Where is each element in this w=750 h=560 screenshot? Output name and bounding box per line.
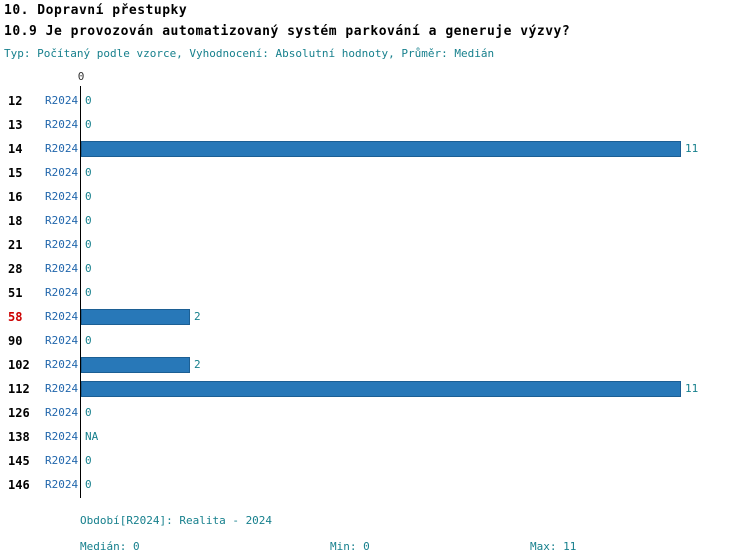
value-label: 0 — [85, 190, 92, 203]
category-label: 15 — [8, 166, 23, 180]
series-label: R2024 — [45, 382, 79, 395]
chart-row: 112 R2024 11 — [0, 377, 750, 401]
max-stat: Max: 11 — [530, 540, 577, 553]
min-stat: Min: 0 — [330, 540, 370, 553]
series-label: R2024 — [45, 286, 79, 299]
chart-row: 28 R2024 0 — [0, 257, 750, 281]
value-label: 0 — [85, 238, 92, 251]
median-stat: Medián: 0 — [80, 540, 140, 553]
chart-row: 138 R2024 NA — [0, 425, 750, 449]
category-label: 21 — [8, 238, 23, 252]
category-label: 102 — [8, 358, 30, 372]
value-label: 0 — [85, 478, 92, 491]
category-label: 13 — [8, 118, 23, 132]
category-label: 145 — [8, 454, 30, 468]
series-label: R2024 — [45, 454, 79, 467]
category-label: 18 — [8, 214, 23, 228]
category-label: 146 — [8, 478, 30, 492]
bar — [81, 141, 681, 157]
chart-row: 51 R2024 0 — [0, 281, 750, 305]
bar — [81, 309, 190, 325]
value-label: 0 — [85, 118, 92, 131]
series-label: R2024 — [45, 166, 79, 179]
chart-row: 18 R2024 0 — [0, 209, 750, 233]
series-label: R2024 — [45, 94, 79, 107]
series-label: R2024 — [45, 478, 79, 491]
chart-row: 14 R2024 11 — [0, 137, 750, 161]
category-label: 90 — [8, 334, 23, 348]
value-label: 0 — [85, 334, 92, 347]
value-label: 0 — [85, 262, 92, 275]
value-label: 0 — [85, 286, 92, 299]
value-label: 2 — [194, 310, 201, 323]
chart-row: 16 R2024 0 — [0, 185, 750, 209]
bar — [81, 381, 681, 397]
x-axis-zero-label: 0 — [77, 70, 85, 83]
category-label: 16 — [8, 190, 23, 204]
bar — [81, 357, 190, 373]
value-label: 0 — [85, 94, 92, 107]
chart-row: 145 R2024 0 — [0, 449, 750, 473]
value-label: 11 — [685, 382, 699, 395]
value-label: 2 — [194, 358, 201, 371]
category-label: 112 — [8, 382, 30, 396]
value-label: 11 — [685, 142, 699, 155]
chart-row: 146 R2024 0 — [0, 473, 750, 497]
value-label: 0 — [85, 406, 92, 419]
category-label: 126 — [8, 406, 30, 420]
period-label: Období[R2024]: Realita - 2024 — [80, 514, 273, 527]
chart-row: 12 R2024 0 — [0, 89, 750, 113]
series-label: R2024 — [45, 262, 79, 275]
chart-row: 58 R2024 2 — [0, 305, 750, 329]
series-label: R2024 — [45, 310, 79, 323]
category-label: 12 — [8, 94, 23, 108]
category-label: 14 — [8, 142, 23, 156]
category-label: 138 — [8, 430, 30, 444]
chart-rows: 12 R2024 0 13 R2024 0 14 R2024 11 15 R2024 0 16 R2024… — [0, 89, 750, 497]
y-axis-line — [80, 86, 81, 498]
series-label: R2024 — [45, 214, 79, 227]
series-label: R2024 — [45, 190, 79, 203]
value-label: 0 — [85, 166, 92, 179]
chart-row: 102 R2024 2 — [0, 353, 750, 377]
series-label: R2024 — [45, 406, 79, 419]
series-label: R2024 — [45, 334, 79, 347]
chart-row: 13 R2024 0 — [0, 113, 750, 137]
series-label: R2024 — [45, 118, 79, 131]
chart-subtitle: 10.9 Je provozován automatizovaný systém… — [4, 24, 571, 39]
category-label: 58 — [8, 310, 23, 324]
series-label: R2024 — [45, 142, 79, 155]
category-label: 28 — [8, 262, 23, 276]
value-label: NA — [85, 430, 99, 443]
chart-row: 15 R2024 0 — [0, 161, 750, 185]
value-label: 0 — [85, 214, 92, 227]
chart-row: 90 R2024 0 — [0, 329, 750, 353]
series-label: R2024 — [45, 358, 79, 371]
chart-row: 126 R2024 0 — [0, 401, 750, 425]
category-label: 51 — [8, 286, 23, 300]
chart-meta-info: Typ: Počítaný podle vzorce, Vyhodnocení:… — [4, 47, 495, 60]
series-label: R2024 — [45, 238, 79, 251]
series-label: R2024 — [45, 430, 79, 443]
value-label: 0 — [85, 454, 92, 467]
chart-row: 21 R2024 0 — [0, 233, 750, 257]
page-title: 10. Dopravní přestupky — [4, 3, 188, 18]
